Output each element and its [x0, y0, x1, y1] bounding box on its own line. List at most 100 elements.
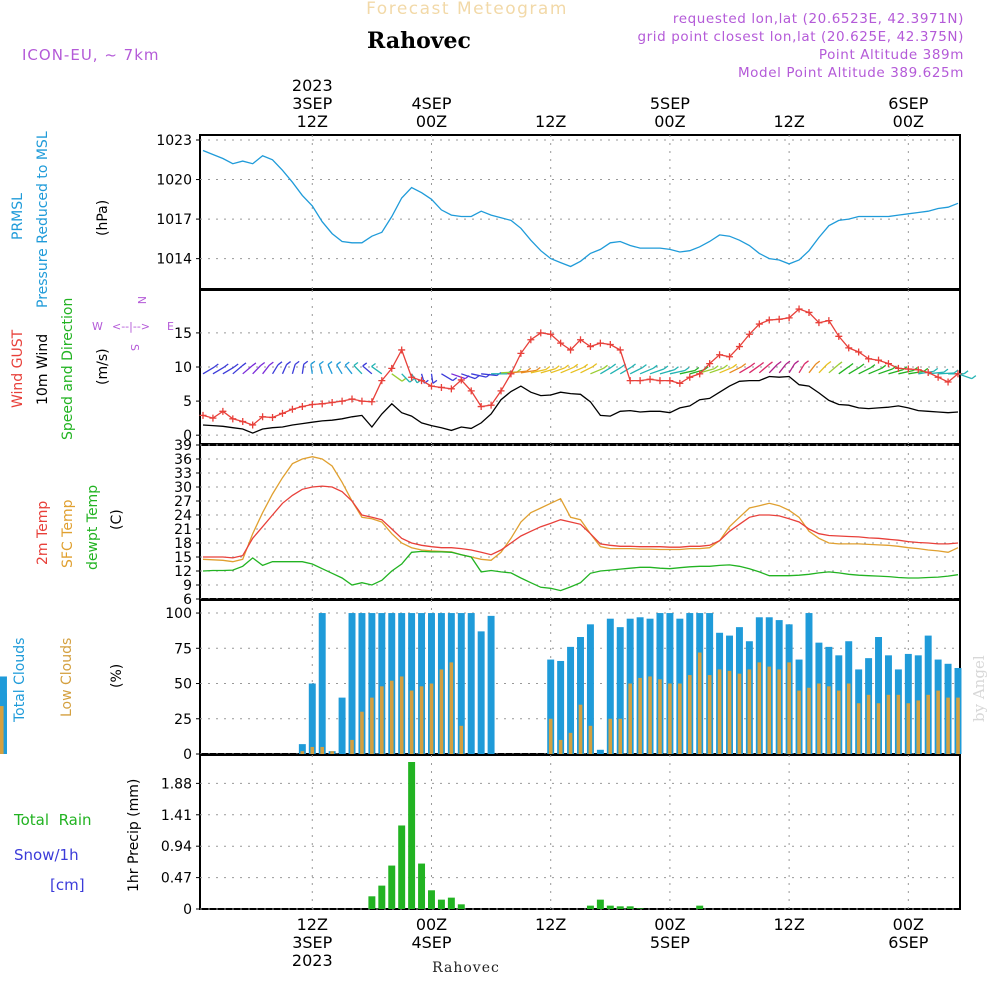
low-cloud-bar — [548, 718, 553, 754]
wind-barb — [778, 363, 787, 374]
total-cloud-bar — [805, 613, 813, 754]
precip-label-2: Snow/1h — [14, 846, 79, 864]
gust-marker — [805, 308, 813, 316]
cloud-label-2: Low Clouds — [59, 638, 75, 717]
wind-barb — [749, 364, 761, 374]
gust-marker — [517, 349, 525, 357]
low-cloud-bar — [837, 690, 841, 754]
low-cloud-bar — [459, 725, 464, 754]
total-cloud-bar — [875, 637, 883, 754]
y-tick-label: 1.41 — [161, 808, 192, 824]
low-cloud-bar — [558, 739, 563, 754]
wind-barb-head — [768, 361, 773, 366]
wind-barb — [481, 373, 497, 377]
wind-barb-head — [603, 364, 608, 369]
wind-barb-head — [776, 360, 782, 366]
top-time-label: 2023 — [292, 76, 333, 95]
requested-coords: requested lon,lat (20.6523E, 42.3971N) — [673, 11, 964, 27]
wind-barb — [344, 364, 353, 375]
total-cloud-bar — [487, 615, 495, 754]
gust-marker — [239, 418, 247, 426]
gust-marker — [577, 336, 584, 344]
rain-bar — [596, 899, 604, 909]
gust-marker — [427, 382, 435, 390]
wind-label-1: Wind GUST — [10, 329, 26, 408]
rain-bar — [408, 762, 416, 909]
gust-marker — [298, 403, 306, 411]
gust-marker — [735, 343, 743, 351]
wind-barb-head — [452, 377, 458, 382]
pressure-label-3: (hPa) — [95, 200, 111, 236]
low-cloud-bar — [896, 694, 901, 754]
wind-barb — [371, 365, 383, 375]
wind-barb-head — [294, 360, 300, 365]
wind-barb — [878, 368, 893, 375]
y-tick-label: 25 — [174, 712, 192, 728]
wind-barb — [798, 363, 806, 374]
total-cloud-bar — [547, 659, 555, 754]
wind-barb-head — [573, 363, 579, 368]
low-cloud-bar — [628, 683, 632, 754]
wind-barb-head — [526, 367, 532, 372]
location-title: Rahovec — [367, 28, 471, 54]
wind-barb-head — [344, 361, 350, 366]
gust-marker — [547, 330, 555, 338]
precip-frame — [199, 754, 961, 910]
y-tick-label: 15 — [174, 550, 192, 566]
gust-marker — [229, 415, 237, 423]
gust-marker — [368, 398, 376, 406]
rain-bar — [447, 897, 455, 909]
gust-marker — [775, 315, 783, 323]
total-cloud-bar — [358, 613, 366, 754]
pressure-line — [202, 149, 959, 268]
gust-marker — [745, 330, 753, 338]
wind-barb — [212, 366, 225, 375]
wind-barb-head — [684, 367, 690, 372]
gust-marker — [785, 314, 793, 322]
wind-barb-head — [362, 362, 368, 367]
wind-barb-head — [815, 360, 821, 365]
wind-barb — [788, 363, 796, 374]
wind-barb — [848, 366, 861, 375]
precip-label-1: Total Rain — [13, 811, 92, 829]
wind-barb-head — [859, 363, 865, 368]
temp-label-2: SFC Temp — [60, 499, 76, 568]
bottom-time-label: 3SEP — [292, 933, 332, 952]
gust-marker — [706, 360, 714, 368]
total-cloud-bar — [616, 627, 624, 754]
y-tick-label: 100 — [165, 606, 192, 622]
total-cloud-bar — [338, 697, 346, 754]
low-cloud-bar — [707, 675, 712, 754]
wind-barb-head — [353, 361, 359, 367]
wind-barb — [808, 363, 817, 374]
wind-barb — [252, 365, 262, 375]
low-cloud-bar — [399, 676, 404, 754]
gust-marker — [249, 421, 257, 429]
y-tick-label: 0 — [183, 902, 192, 918]
wind-barb — [729, 366, 743, 374]
top-time-label: 4SEP — [411, 94, 451, 113]
low-cloud-bar — [350, 739, 354, 754]
gust-marker — [437, 383, 445, 391]
gust-marker — [219, 407, 227, 415]
wind-barb — [540, 368, 556, 374]
wind-barb — [353, 365, 363, 375]
top-time-label: 12Z — [297, 112, 328, 131]
wind-barb-head — [837, 361, 843, 366]
footer-location: Rahovec — [432, 960, 500, 976]
gust-marker — [596, 339, 604, 347]
low-cloud-bar — [886, 694, 891, 754]
low-cloud-bar — [330, 751, 334, 754]
gust-marker — [199, 411, 207, 419]
wind-barb-head — [804, 360, 809, 365]
total-cloud-bar — [378, 613, 386, 754]
gust-marker — [467, 387, 475, 395]
low-cloud-bar — [946, 697, 950, 754]
gust-marker — [388, 364, 396, 372]
gust-marker — [755, 320, 763, 328]
gust-marker — [586, 343, 594, 351]
point-altitude: Point Altitude 389m — [819, 47, 964, 63]
total-cloud-bar — [606, 618, 614, 754]
gust-marker — [726, 353, 734, 361]
rain-bar — [418, 863, 426, 909]
